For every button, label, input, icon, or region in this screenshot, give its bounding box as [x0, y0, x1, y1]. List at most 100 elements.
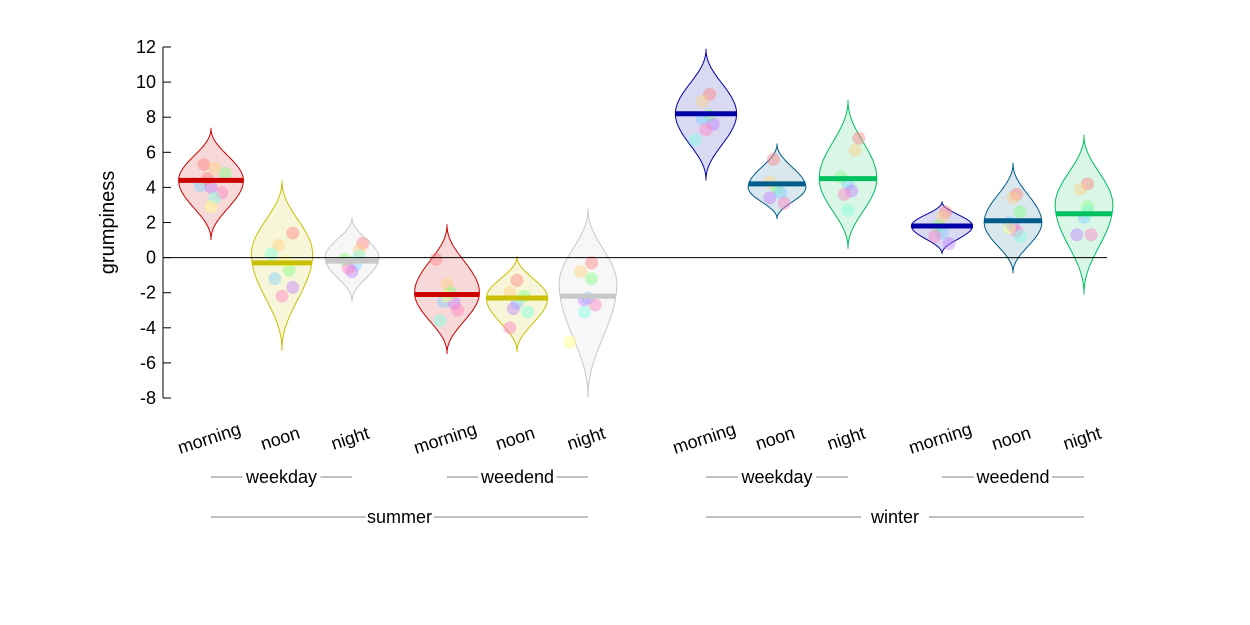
data-point	[197, 158, 211, 172]
violin-6	[558, 208, 618, 398]
data-point	[777, 196, 791, 210]
y-tick-label: -4	[140, 318, 156, 338]
data-point	[345, 265, 359, 279]
y-tick-label: 4	[146, 177, 156, 197]
data-point	[521, 305, 535, 319]
data-point	[271, 238, 285, 252]
x-tick-label: noon	[493, 423, 537, 454]
data-point	[1081, 200, 1095, 214]
data-point	[837, 187, 851, 201]
x-tick-label: noon	[753, 423, 797, 454]
data-point	[695, 94, 709, 108]
data-point	[503, 321, 517, 335]
data-point	[268, 272, 282, 286]
subgroup-label: weekday	[740, 467, 812, 487]
group-labels: weekday weedend summer weekday weedend winter	[211, 467, 1084, 527]
data-point	[1081, 177, 1095, 191]
y-tick-label: 6	[146, 142, 156, 162]
data-point	[436, 294, 450, 308]
violin-body	[250, 180, 314, 351]
subgroup-label: weekday	[245, 467, 317, 487]
data-point	[763, 191, 777, 205]
y-tick-label: -8	[140, 388, 156, 408]
data-point	[286, 226, 300, 240]
data-point	[935, 210, 949, 224]
violin-12	[1054, 134, 1114, 295]
data-point	[841, 203, 855, 217]
data-point	[204, 180, 218, 194]
data-point	[928, 230, 942, 244]
violin-body	[558, 208, 618, 398]
violin-7	[674, 48, 738, 181]
y-ticks: -8 -6 -4 -2 0 2 4 6 8 10 12	[136, 37, 171, 408]
data-point	[706, 117, 720, 131]
data-point	[1006, 191, 1020, 205]
data-point	[845, 184, 859, 198]
data-point	[440, 277, 454, 291]
subgroup-label: weedend	[480, 467, 554, 487]
data-point	[506, 301, 520, 315]
data-point	[563, 335, 577, 349]
violin-5	[485, 255, 549, 353]
data-point	[451, 303, 465, 317]
violin-body	[818, 99, 878, 249]
data-point	[852, 131, 866, 145]
data-point	[282, 263, 296, 277]
data-point	[574, 265, 588, 279]
violin-11	[983, 162, 1043, 274]
data-point	[699, 122, 713, 136]
data-point	[585, 256, 599, 270]
y-axis-label: grumpiness	[97, 171, 119, 274]
data-point	[275, 289, 289, 303]
data-point	[356, 237, 370, 251]
data-point	[935, 226, 949, 240]
y-tick-label: 12	[136, 37, 156, 57]
violin-body	[983, 162, 1043, 274]
data-point	[429, 252, 443, 266]
x-tick-label: night	[564, 423, 607, 454]
data-point	[703, 87, 717, 101]
violin-3	[324, 217, 380, 302]
violin-9	[818, 99, 878, 249]
violin-body	[178, 127, 244, 240]
group-label-bg	[861, 507, 929, 527]
violin-body	[485, 255, 549, 353]
data-point	[1013, 230, 1027, 244]
data-point	[341, 261, 355, 275]
violins-layer	[178, 48, 1114, 398]
violin-8	[747, 143, 807, 219]
data-point	[688, 133, 702, 147]
y-tick-label: 8	[146, 107, 156, 127]
violin-10	[910, 201, 974, 255]
x-tick-label: night	[824, 423, 867, 454]
group-label: summer	[367, 507, 432, 527]
data-point	[352, 244, 366, 258]
data-point	[286, 280, 300, 294]
data-point	[215, 186, 229, 200]
y-tick-label: -2	[140, 283, 156, 303]
x-tick-label: noon	[989, 423, 1033, 454]
subgroup-label: weedend	[975, 467, 1049, 487]
x-tick-label: morning	[175, 419, 243, 458]
x-tick-label: morning	[670, 419, 738, 458]
subgroup-label-bg	[974, 467, 1052, 487]
data-point	[218, 166, 232, 180]
data-point	[774, 186, 788, 200]
violin-2	[250, 180, 314, 351]
data-point	[1002, 221, 1016, 235]
data-point	[1010, 187, 1024, 201]
data-point	[208, 191, 222, 205]
data-point	[447, 296, 461, 310]
group-label: winter	[870, 507, 919, 527]
x-tick-label: morning	[906, 419, 974, 458]
data-point	[588, 298, 602, 312]
data-point	[510, 273, 524, 287]
data-point	[942, 237, 956, 251]
group-label-bg	[365, 507, 434, 527]
category-labels: morning noon night morning noon night morning n…	[175, 419, 1104, 458]
subgroup-label-bg	[478, 467, 557, 487]
data-point	[264, 247, 278, 261]
y-tick-label: 2	[146, 213, 156, 233]
data-point	[1070, 228, 1084, 242]
